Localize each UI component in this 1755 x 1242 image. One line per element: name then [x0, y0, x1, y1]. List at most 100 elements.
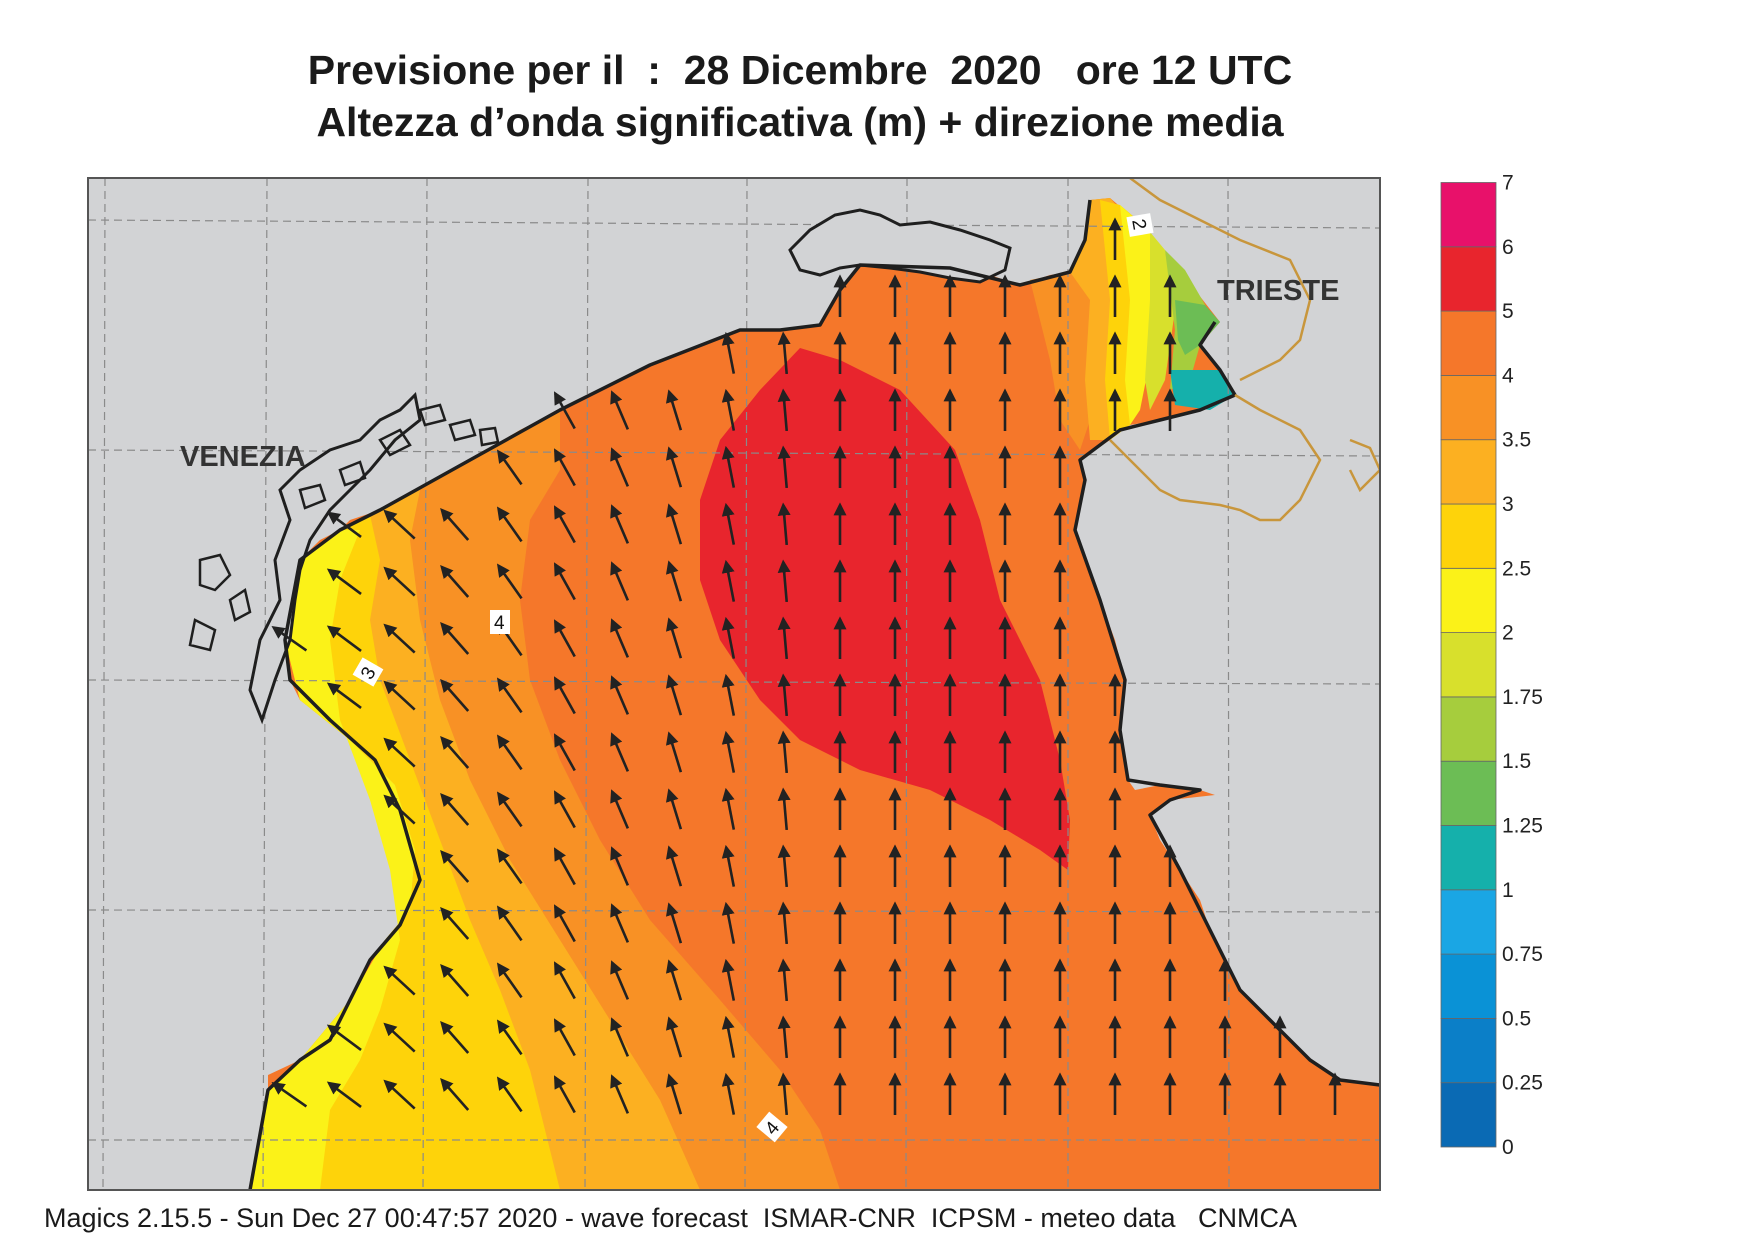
legend-tick-label: 2.5	[1502, 557, 1531, 580]
direction-arrow	[665, 617, 683, 659]
direction-arrow	[496, 848, 523, 885]
direction-arrow	[721, 331, 736, 374]
map-area	[88, 178, 1380, 1190]
wave-core-5	[700, 348, 1070, 870]
direction-arrow	[777, 958, 791, 1002]
legend-tick-label: 1.5	[1502, 750, 1531, 773]
direction-arrow	[383, 680, 416, 711]
legend-tick-label: 1.25	[1502, 815, 1543, 838]
legend-swatch	[1440, 439, 1497, 505]
legend-swatch	[1440, 760, 1497, 826]
direction-arrow	[721, 958, 736, 1001]
direction-arrow	[553, 961, 576, 1000]
direction-arrow	[553, 676, 576, 715]
direction-arrow	[440, 565, 470, 598]
legend-swatch	[1440, 182, 1497, 248]
map-frame	[87, 177, 1381, 1191]
contour-label-4a: 4	[490, 610, 510, 634]
direction-arrow	[610, 618, 630, 658]
direction-arrow	[496, 1019, 523, 1056]
direction-arrow	[665, 1016, 683, 1058]
direction-arrow	[665, 560, 683, 602]
direction-arrow	[610, 675, 630, 715]
direction-arrows	[271, 217, 1342, 1116]
contour-label-4b: 4	[756, 1111, 788, 1143]
direction-arrow	[610, 846, 630, 886]
direction-arrow	[553, 619, 576, 658]
direction-arrow	[721, 673, 736, 716]
svg-text:2: 2	[1127, 218, 1150, 232]
direction-arrow	[553, 847, 576, 886]
direction-arrow	[440, 793, 470, 826]
legend-tick-label: 0.25	[1502, 1072, 1543, 1095]
direction-arrow	[553, 790, 576, 829]
direction-arrow	[553, 1018, 576, 1057]
direction-arrow	[721, 559, 736, 602]
legend-tick-label: 7	[1502, 172, 1514, 195]
direction-arrow	[553, 1075, 576, 1114]
direction-arrow	[326, 682, 362, 709]
coastline-istria	[1073, 321, 1380, 1087]
legend-swatch	[1440, 696, 1497, 762]
direction-arrow	[553, 562, 576, 601]
venice-lagoon-land	[248, 391, 422, 725]
wave-band-2	[250, 530, 415, 1190]
title-block: Previsione per il : 28 Dicembre 2020 ore…	[0, 44, 1600, 148]
direction-arrow	[610, 1017, 630, 1057]
direction-arrow	[326, 1081, 362, 1108]
direction-arrow	[610, 447, 630, 487]
direction-arrow	[553, 505, 576, 544]
legend-swatch	[1440, 825, 1497, 891]
legend-swatch	[1440, 632, 1497, 698]
direction-arrow	[665, 503, 683, 545]
direction-arrow	[665, 446, 683, 488]
legend-tick-label: 5	[1502, 300, 1514, 323]
direction-arrow	[721, 730, 736, 773]
legend-tick-label: 6	[1502, 236, 1514, 259]
direction-arrow	[777, 673, 791, 717]
direction-arrow	[553, 448, 576, 487]
direction-arrow	[777, 730, 791, 774]
direction-arrow	[496, 962, 523, 999]
direction-arrow	[610, 960, 630, 1000]
direction-arrow	[496, 1076, 523, 1113]
direction-arrow	[777, 1015, 791, 1059]
direction-arrow	[777, 844, 791, 888]
direction-arrow	[665, 959, 683, 1001]
direction-arrow	[721, 1072, 736, 1115]
footer-credits: Magics 2.15.5 - Sun Dec 27 00:47:57 2020…	[44, 1203, 1298, 1233]
direction-arrow	[383, 965, 416, 996]
gulf-band-1	[1170, 370, 1235, 410]
direction-arrow	[271, 626, 308, 652]
direction-arrow	[496, 677, 523, 714]
direction-arrow	[777, 901, 791, 945]
direction-arrow	[777, 616, 791, 660]
direction-arrow	[383, 1079, 416, 1110]
direction-arrow	[665, 731, 683, 773]
legend-tick-label: 1	[1502, 879, 1514, 902]
direction-arrow	[610, 732, 630, 772]
direction-arrow	[777, 445, 791, 489]
direction-arrow	[665, 788, 683, 830]
direction-arrow	[721, 616, 736, 659]
direction-arrow	[440, 679, 470, 712]
legend-swatch	[1440, 1082, 1497, 1148]
direction-arrow	[440, 508, 470, 541]
direction-arrow	[440, 1078, 470, 1111]
direction-arrow	[610, 561, 630, 601]
direction-arrow	[496, 563, 523, 600]
direction-arrow	[777, 388, 791, 432]
direction-arrow	[496, 734, 523, 771]
direction-arrow	[610, 903, 630, 943]
direction-arrow	[610, 1074, 630, 1114]
legend-tick-label: 0	[1502, 1136, 1514, 1159]
direction-arrow	[383, 509, 416, 540]
direction-arrow	[553, 733, 576, 772]
direction-arrow	[665, 674, 683, 716]
direction-arrow	[721, 787, 736, 830]
direction-arrow	[721, 901, 736, 944]
color-legend: 0 0.25 0.5 0.75 1 1.25 1.5 1.75 2 2.5 3 3.5 4 5 6 7	[1440, 172, 1543, 1159]
legend-swatch	[1440, 374, 1497, 441]
legend-tick-label: 3.5	[1502, 429, 1531, 452]
